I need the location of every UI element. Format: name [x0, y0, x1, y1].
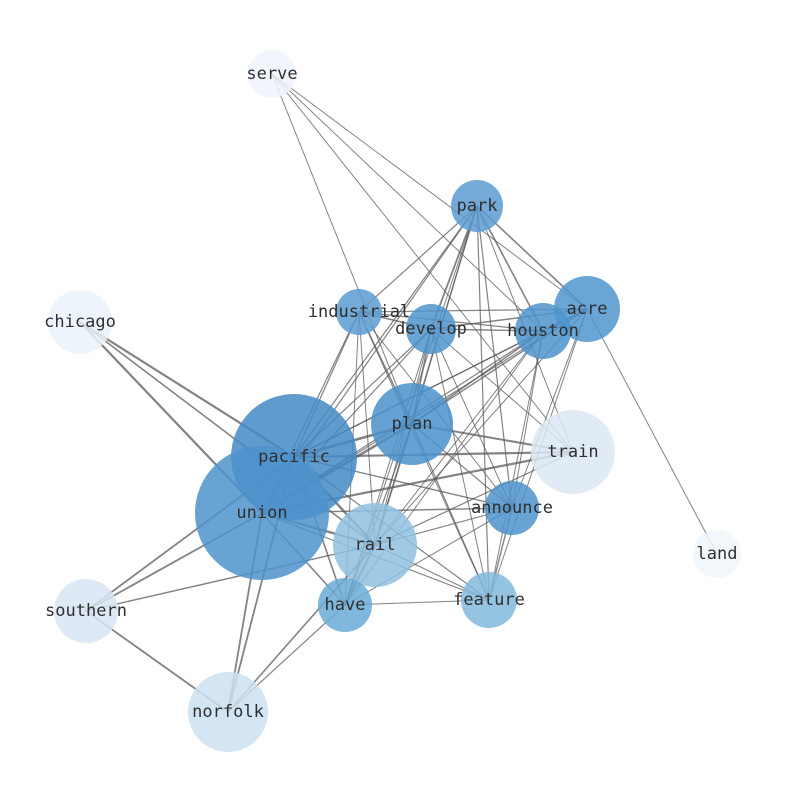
graph-edge [374, 330, 544, 546]
graph-node[interactable] [336, 289, 382, 335]
graph-edge [476, 205, 490, 601]
graph-edge [344, 507, 513, 606]
graph-edge [85, 544, 376, 612]
graph-node[interactable] [693, 530, 741, 578]
graph-node[interactable] [554, 276, 620, 342]
graph-edge [488, 330, 544, 601]
graph-node[interactable] [195, 446, 329, 580]
graph-node[interactable] [531, 410, 615, 494]
graph-edge [271, 73, 574, 453]
graph-node[interactable] [318, 578, 372, 632]
graph-edge [586, 308, 718, 555]
nodes-layer [48, 50, 741, 752]
graph-node[interactable] [451, 180, 503, 232]
graph-edge [271, 73, 588, 310]
graph-edge [430, 328, 513, 509]
graph-node[interactable] [485, 481, 539, 535]
graph-node[interactable] [371, 383, 453, 465]
graph-edge [271, 73, 544, 332]
graph-edge [271, 73, 413, 425]
graph-node[interactable] [48, 290, 112, 354]
graph-edge [358, 205, 478, 313]
graph-node[interactable] [54, 579, 118, 643]
graph-node[interactable] [188, 672, 268, 752]
graph-node[interactable] [406, 304, 456, 354]
graph-node[interactable] [333, 503, 417, 587]
graph-node[interactable] [461, 572, 517, 628]
graph-node[interactable] [248, 50, 296, 98]
graph-edge [476, 205, 513, 509]
